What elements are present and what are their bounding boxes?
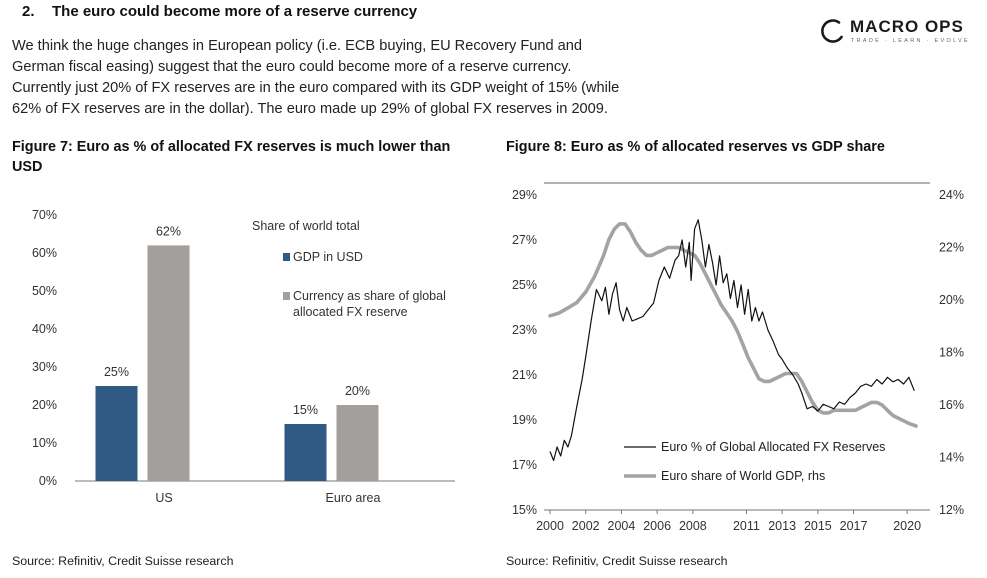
- y-left-tick-label: 19%: [512, 413, 537, 427]
- legend-label: Euro share of World GDP, rhs: [661, 469, 825, 483]
- intro-line: German fiscal easing) suggest that the e…: [12, 59, 572, 75]
- y-right-tick-label: 24%: [939, 188, 964, 202]
- x-tick-label: 2020: [893, 519, 921, 533]
- legend-swatch-gdp: [283, 253, 290, 261]
- logo-mark-icon: [821, 19, 843, 43]
- legend-label: GDP in USD: [293, 250, 363, 264]
- x-tick-label: 2013: [768, 519, 796, 533]
- logo-name: MACRO OPS: [850, 17, 964, 36]
- y-tick-label: 10%: [32, 436, 57, 450]
- y-tick-label: 70%: [32, 208, 57, 222]
- y-right-tick-label: 16%: [939, 398, 964, 412]
- y-tick-label: 60%: [32, 246, 57, 260]
- y-right-tick-label: 20%: [939, 293, 964, 307]
- x-category-label: US: [155, 491, 172, 505]
- legend-label: Currency as share of global: [293, 289, 446, 303]
- y-right-tick-label: 22%: [939, 241, 964, 255]
- section-heading: 2. The euro could become more of a reserv…: [12, 3, 417, 20]
- y-right-tick-label: 14%: [939, 451, 964, 465]
- x-tick-label: 2000: [536, 519, 564, 533]
- y-tick-label: 50%: [32, 284, 57, 298]
- y-left-tick-label: 29%: [512, 188, 537, 202]
- intro-line: We think the huge changes in European po…: [12, 38, 583, 54]
- intro-line: Currently just 20% of FX reserves are in…: [12, 80, 620, 96]
- logo-tagline: TRADE · LEARN · EVOLVE: [851, 38, 970, 44]
- x-tick-label: 2008: [679, 519, 707, 533]
- x-category-label: Euro area: [326, 491, 381, 505]
- data-label: 15%: [293, 403, 318, 417]
- section-number: 2.: [22, 3, 35, 20]
- intro-paragraph: We think the huge changes in European po…: [12, 36, 702, 120]
- legend-swatch-reserve: [283, 292, 290, 300]
- y-right-tick-label: 18%: [939, 346, 964, 360]
- x-tick-label: 2015: [804, 519, 832, 533]
- data-label: 62%: [156, 224, 181, 238]
- y-left-tick-label: 27%: [512, 233, 537, 247]
- y-left-tick-label: 23%: [512, 323, 537, 337]
- legend-label: Euro % of Global Allocated FX Reserves: [661, 440, 885, 454]
- figure-7-title: Figure 7: Euro as % of allocated FX rese…: [12, 139, 451, 175]
- intro-line: 62% of FX reserves are in the dollar). T…: [12, 101, 608, 117]
- bar-reserve: [147, 245, 190, 481]
- legend-label: allocated FX reserve: [293, 305, 408, 319]
- x-tick-label: 2006: [643, 519, 671, 533]
- x-tick-label: 2017: [840, 519, 868, 533]
- data-label: 25%: [104, 365, 129, 379]
- y-tick-label: 40%: [32, 322, 57, 336]
- figure-8-source: Source: Refinitiv, Credit Suisse researc…: [506, 554, 728, 568]
- bar-reserve: [336, 405, 379, 481]
- y-tick-label: 20%: [32, 398, 57, 412]
- y-left-tick-label: 25%: [512, 278, 537, 292]
- y-tick-label: 30%: [32, 360, 57, 374]
- y-right-tick-label: 12%: [939, 503, 964, 517]
- y-tick-label: 0%: [39, 474, 57, 488]
- figure-7-source: Source: Refinitiv, Credit Suisse researc…: [12, 554, 234, 568]
- section-heading-text: The euro could become more of a reserve …: [52, 3, 418, 20]
- legend-title: Share of world total: [252, 219, 360, 233]
- bar-gdp: [284, 424, 327, 481]
- x-tick-label: 2011: [733, 519, 760, 533]
- y-left-tick-label: 21%: [512, 368, 537, 382]
- x-tick-label: 2002: [572, 519, 600, 533]
- series-line-euro-gdp-share: [548, 222, 918, 428]
- bar-gdp: [95, 386, 138, 481]
- y-left-tick-label: 17%: [512, 458, 537, 472]
- y-left-tick-label: 15%: [512, 503, 537, 517]
- series-line-euro-reserves: [549, 219, 915, 462]
- x-tick-label: 2004: [608, 519, 636, 533]
- macro-ops-logo: MACRO OPS TRADE · LEARN · EVOLVE: [820, 16, 970, 50]
- figure-8-title: Figure 8: Euro as % of allocated reserve…: [506, 139, 885, 155]
- data-label: 20%: [345, 384, 370, 398]
